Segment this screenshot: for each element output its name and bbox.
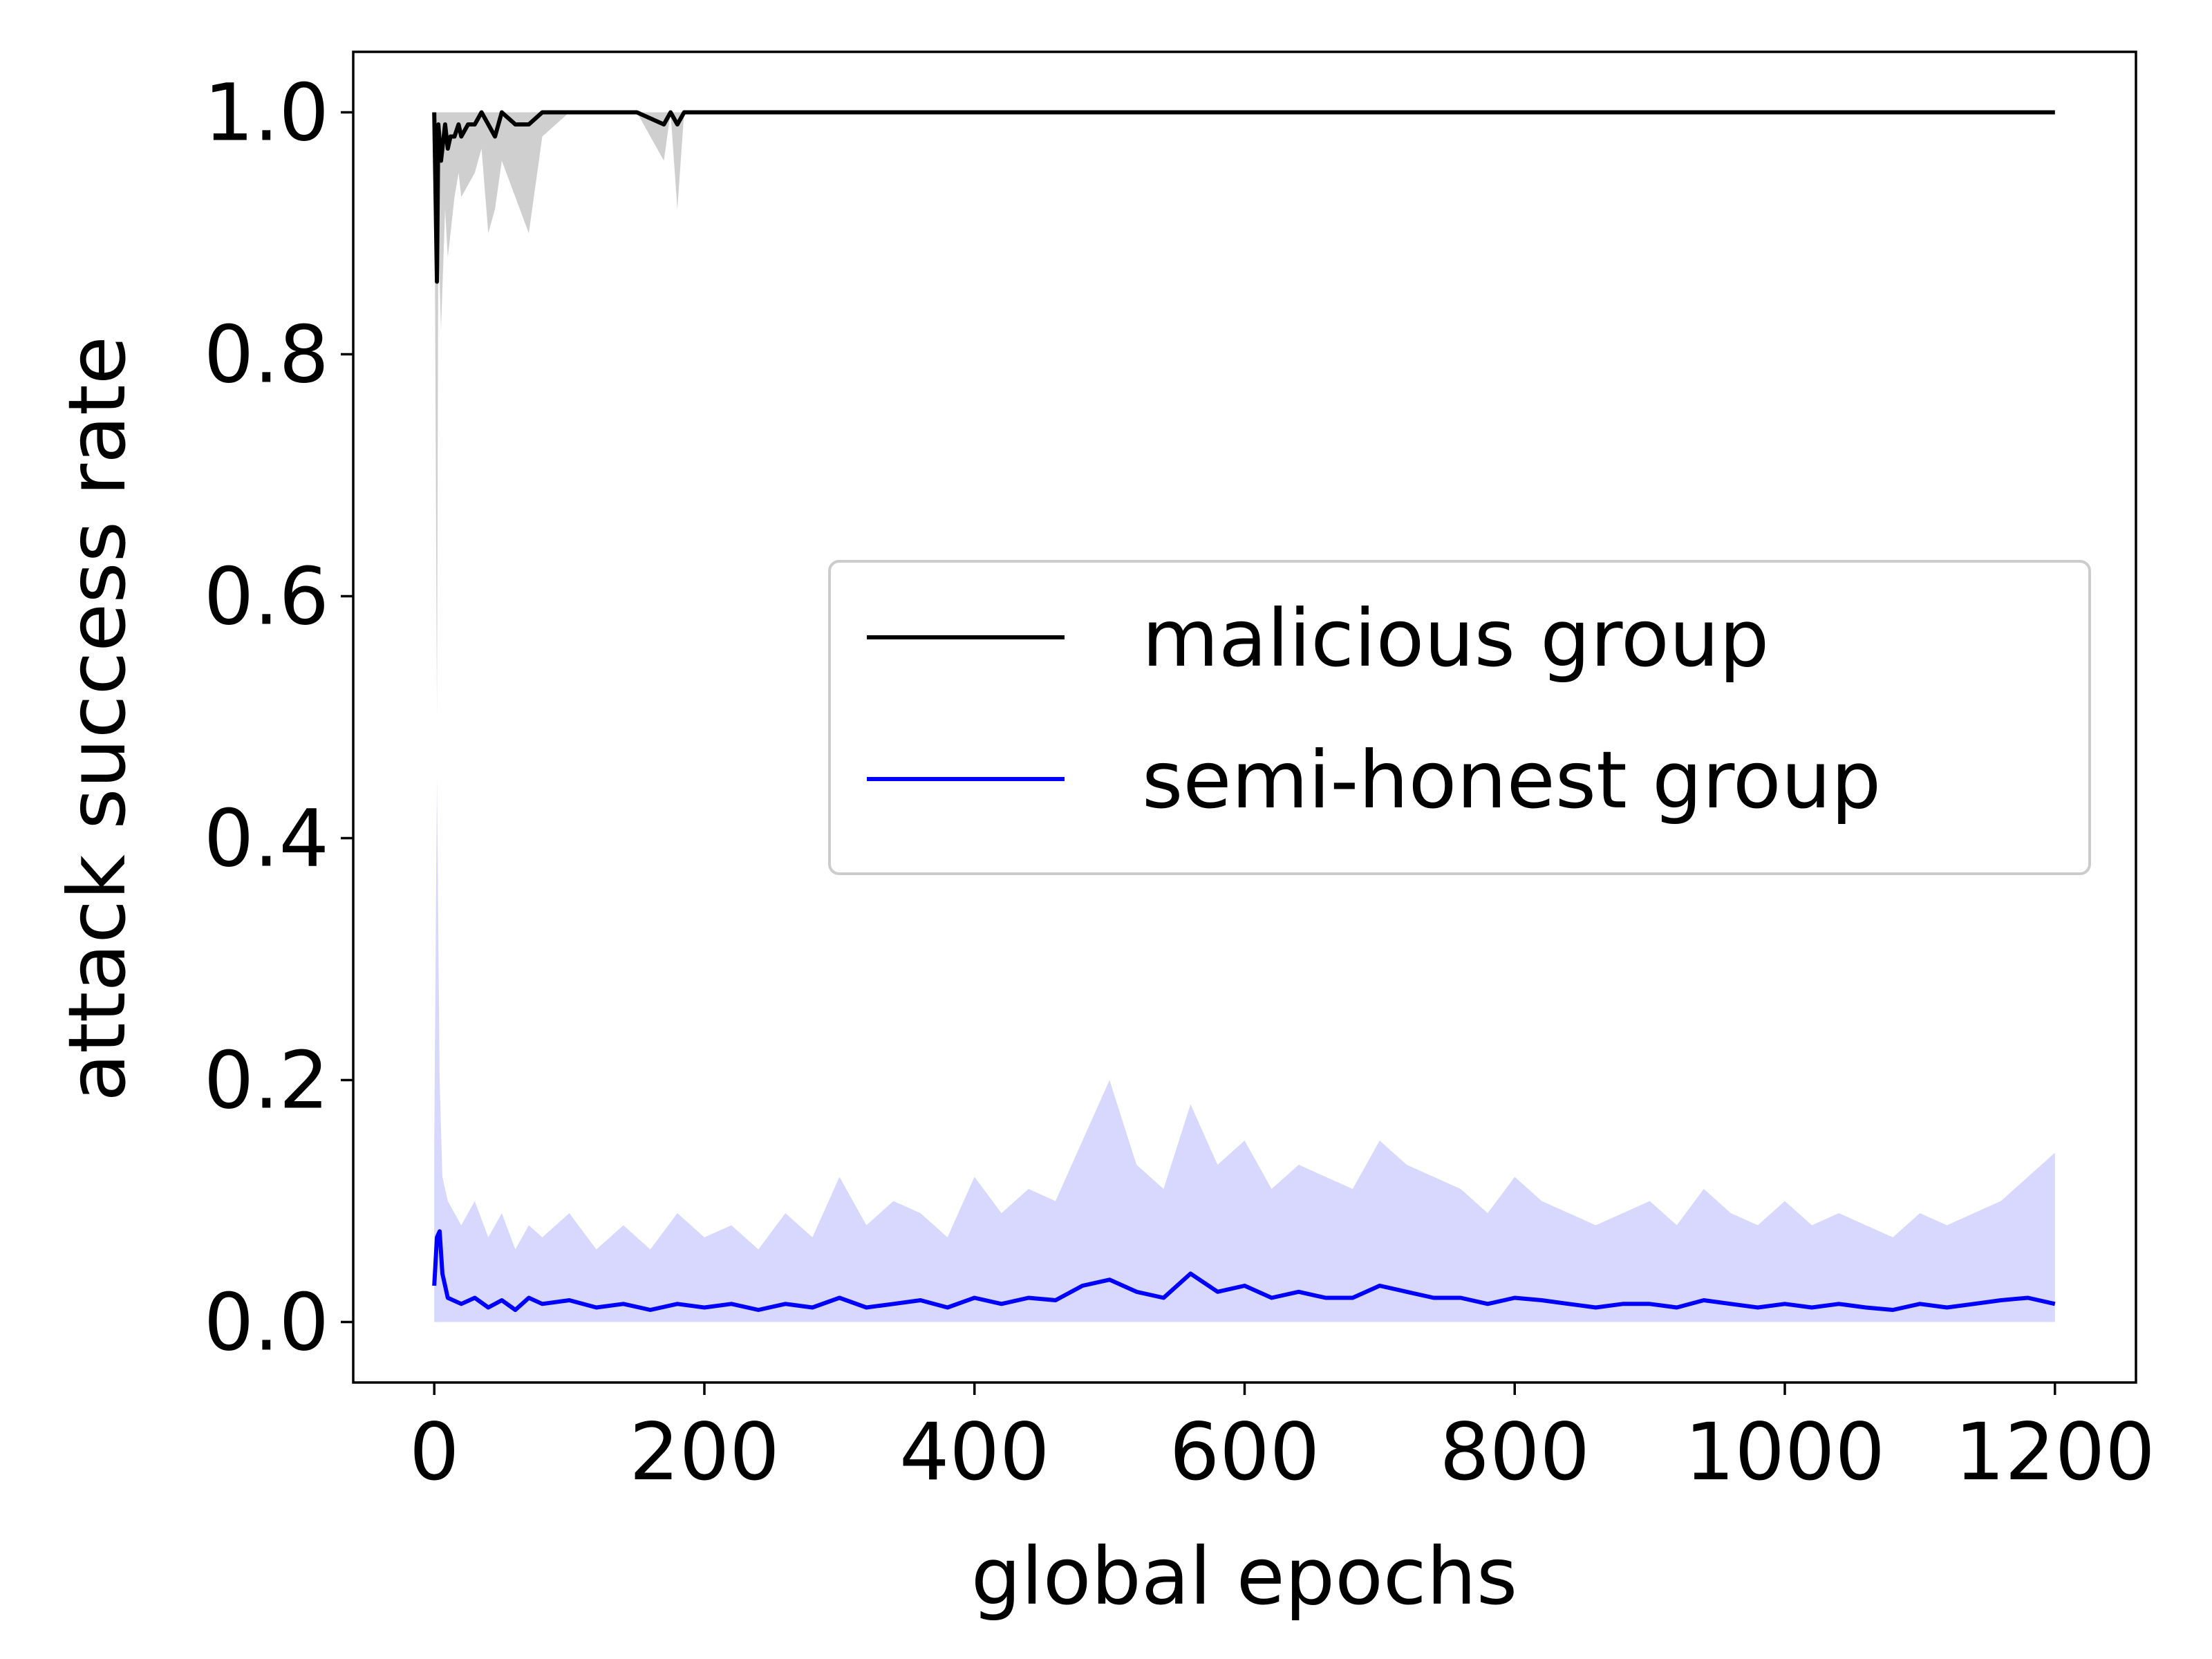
- legend-label-semi-honest: semi-honest group: [1142, 734, 1881, 826]
- series-line-semi-honest: [432, 1229, 2056, 1312]
- x-tick-label: 0: [409, 1406, 460, 1498]
- x-tick-label: 400: [899, 1406, 1050, 1498]
- x-tick-label: 1200: [1955, 1406, 2155, 1498]
- y-tick-label: 0.4: [204, 793, 329, 885]
- x-axis-title: global epochs: [971, 1530, 1518, 1622]
- y-tick-label: 0.2: [204, 1035, 329, 1127]
- legend-box: [828, 560, 2091, 875]
- y-tick-label: 0.8: [204, 309, 329, 401]
- x-tick-label: 800: [1439, 1406, 1590, 1498]
- plot-area: [432, 110, 2056, 1322]
- y-tick-label: 0.0: [204, 1277, 329, 1369]
- legend: malicious group semi-honest group: [828, 560, 2091, 875]
- legend-label-malicious: malicious group: [1142, 592, 1769, 684]
- x-tick-label: 600: [1170, 1406, 1320, 1498]
- band-semi-honest: [434, 778, 2055, 1322]
- x-tick-label: 200: [629, 1406, 780, 1498]
- y-tick-label: 1.0: [204, 67, 329, 159]
- series-line-malicious: [432, 110, 2055, 284]
- y-axis-title: attack success rate: [51, 336, 143, 1102]
- y-tick-label: 0.6: [204, 551, 329, 643]
- ticks: 0 200 400 600 800 1000 1200 0.0 0.2 0.4 0.6 0.8 1.0: [204, 67, 2155, 1499]
- x-tick-label: 1000: [1685, 1406, 1885, 1498]
